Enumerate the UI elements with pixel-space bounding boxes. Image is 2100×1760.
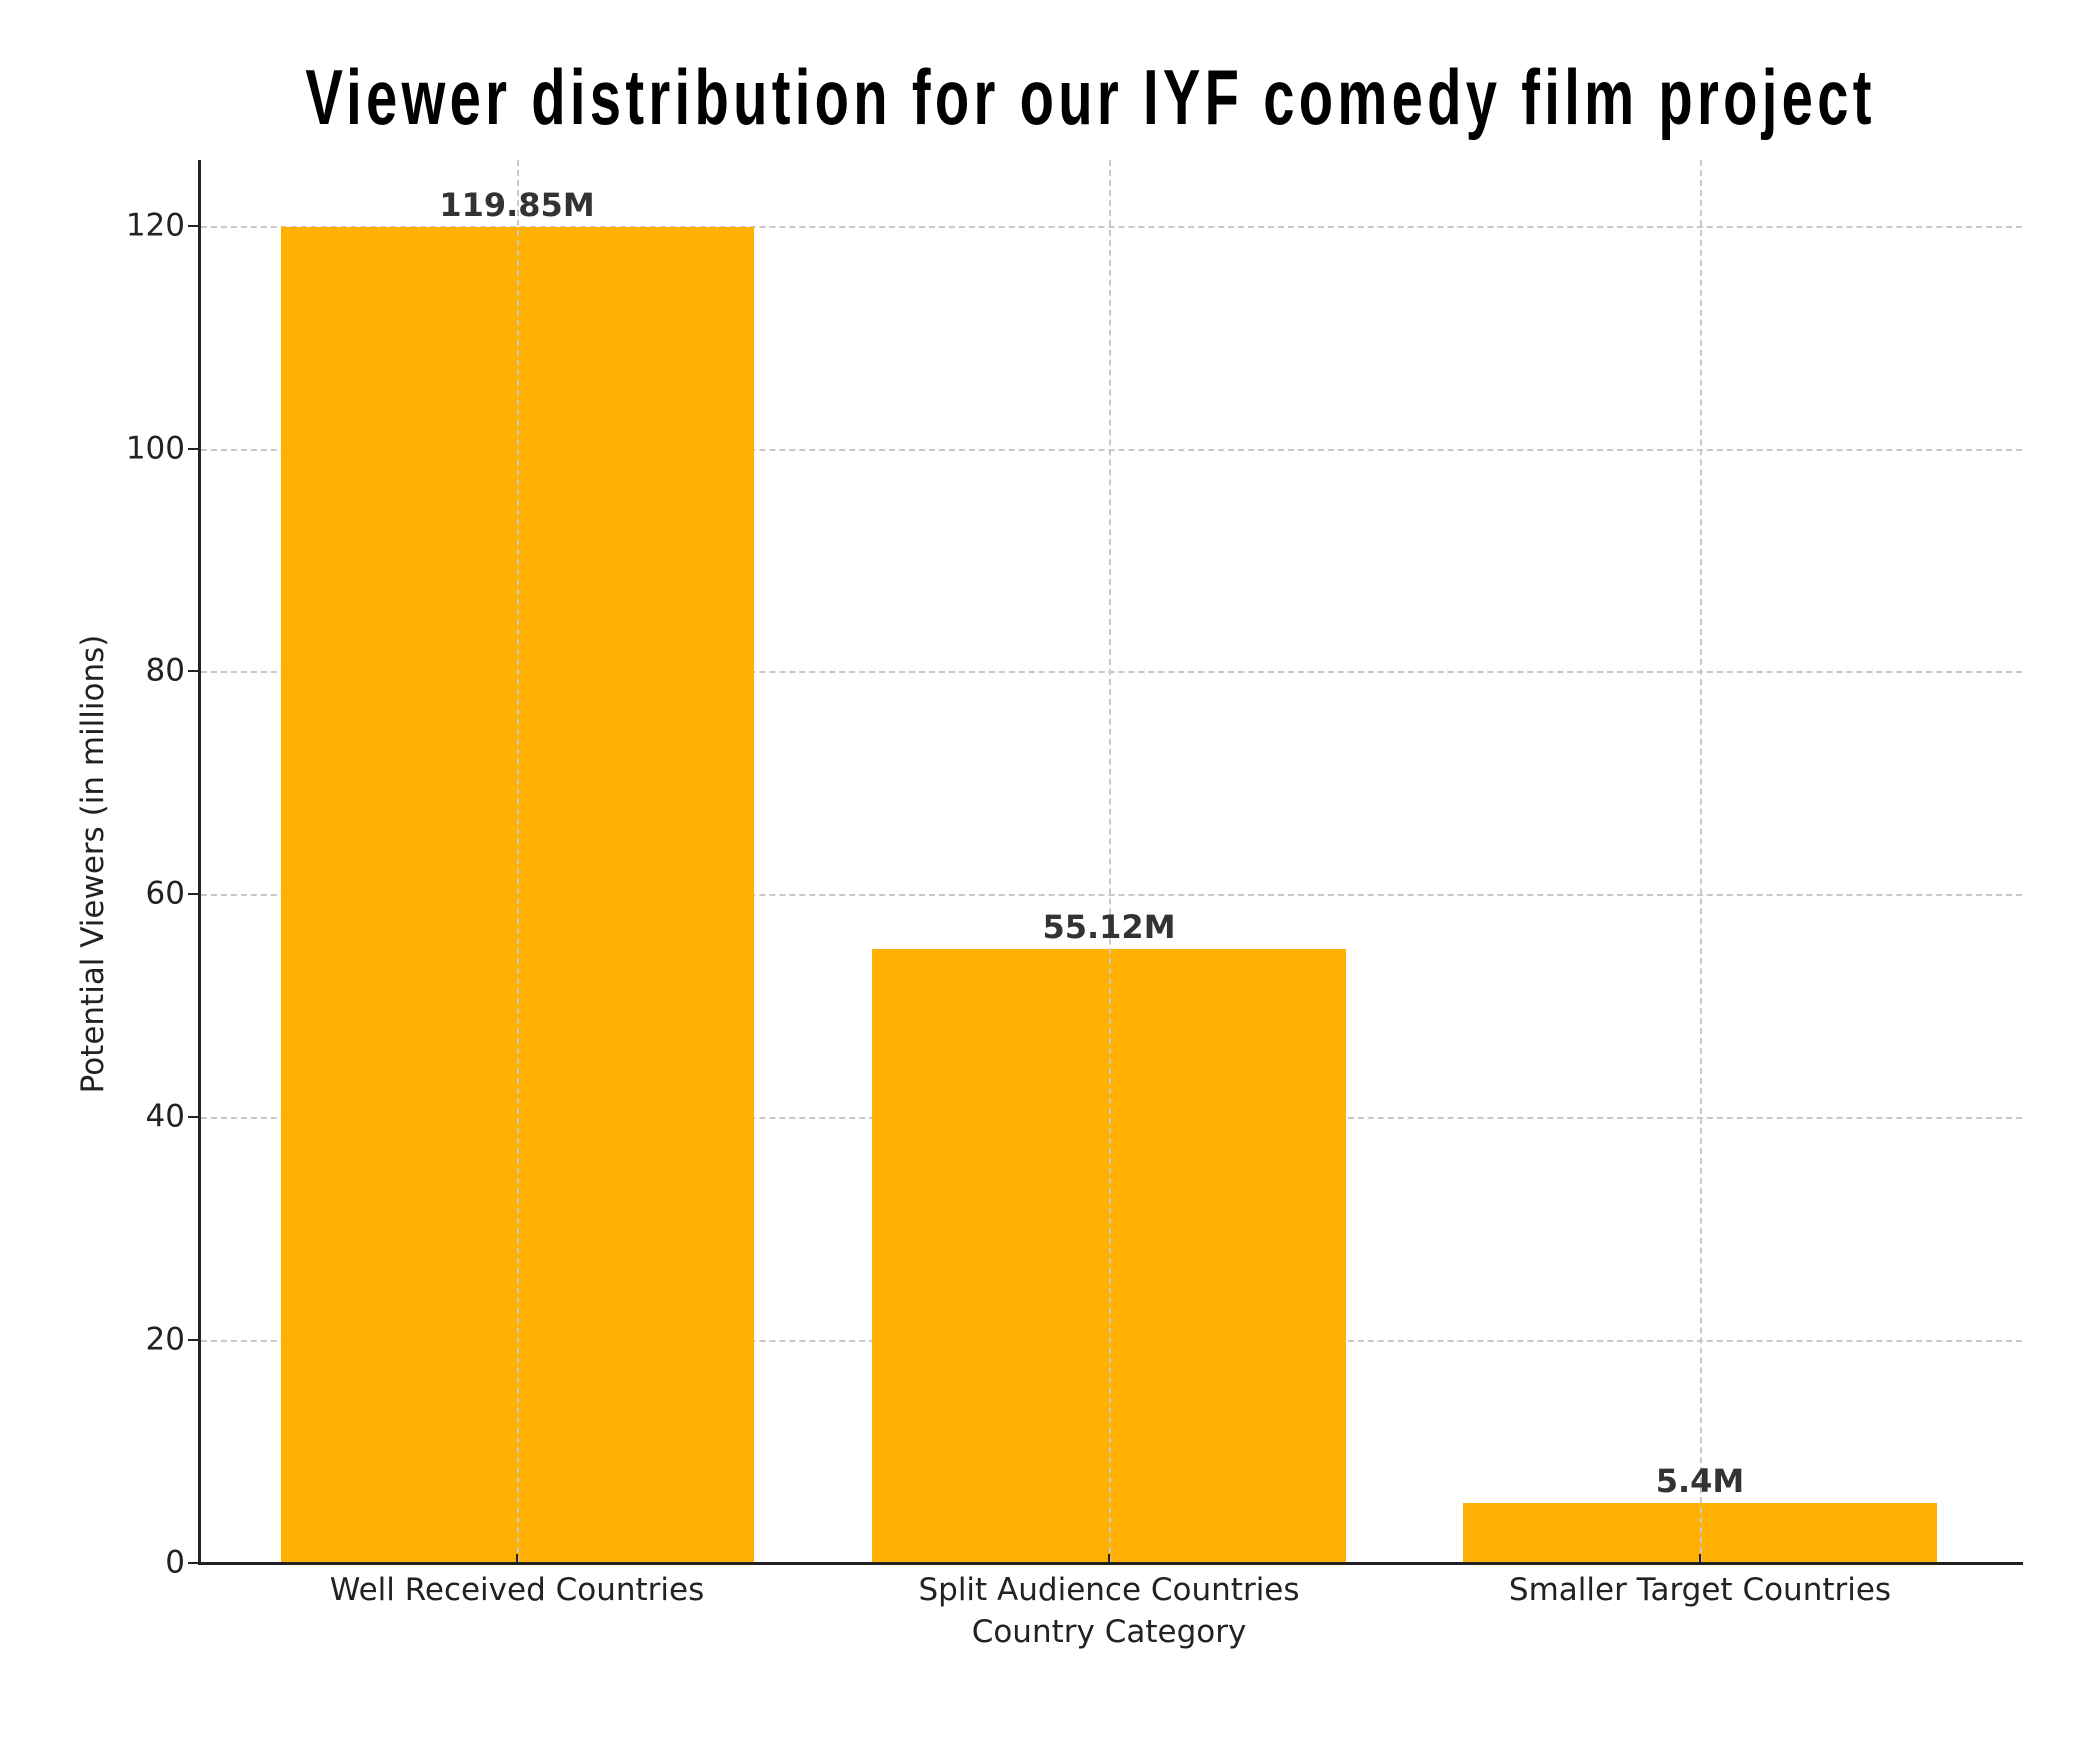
x-tick-label: Well Received Countries (329, 1572, 705, 1608)
x-tick-label: Smaller Target Countries (1508, 1572, 1892, 1608)
gridline-100 (201, 449, 2022, 451)
y-axis-line (198, 160, 201, 1565)
x-tick-label: Split Audience Countries (918, 1572, 1300, 1608)
x-tick (516, 1554, 518, 1564)
value-label: 119.85M (439, 186, 595, 224)
gridline-x-2 (1109, 160, 1111, 1563)
y-tick-label: 60 (145, 875, 185, 912)
y-tick (188, 448, 198, 450)
y-tick-label: 120 (125, 207, 185, 244)
value-label: 5.4M (1655, 1462, 1745, 1500)
y-tick (188, 1562, 198, 1564)
value-label: 55.12M (1042, 908, 1176, 946)
x-axis-line (198, 1562, 2023, 1565)
gridline-120 (201, 226, 2022, 228)
y-tick (188, 670, 198, 672)
y-tick-label: 40 (145, 1098, 185, 1135)
y-tick (188, 1339, 198, 1341)
x-axis-title: Country Category (971, 1614, 1247, 1650)
y-tick-label: 20 (145, 1321, 185, 1358)
y-axis-title: Potential Viewers (in millions) (75, 634, 111, 1094)
gridline-80 (201, 671, 2022, 673)
y-tick-label: 0 (165, 1544, 185, 1581)
chart-title-text: Viewer distribution for our IYF comedy f… (305, 53, 1876, 141)
gridline-x-1 (517, 160, 519, 1563)
x-tick (1699, 1554, 1701, 1564)
y-tick-label: 80 (145, 652, 185, 689)
chart-title: Viewer distribution for our IYF comedy f… (0, 52, 2100, 143)
y-tick (188, 225, 198, 227)
x-tick (1108, 1554, 1110, 1564)
y-tick (188, 893, 198, 895)
y-tick-label: 100 (125, 430, 185, 467)
gridline-60 (201, 894, 2022, 896)
y-tick (188, 1116, 198, 1118)
gridline-x-3 (1700, 160, 1702, 1563)
